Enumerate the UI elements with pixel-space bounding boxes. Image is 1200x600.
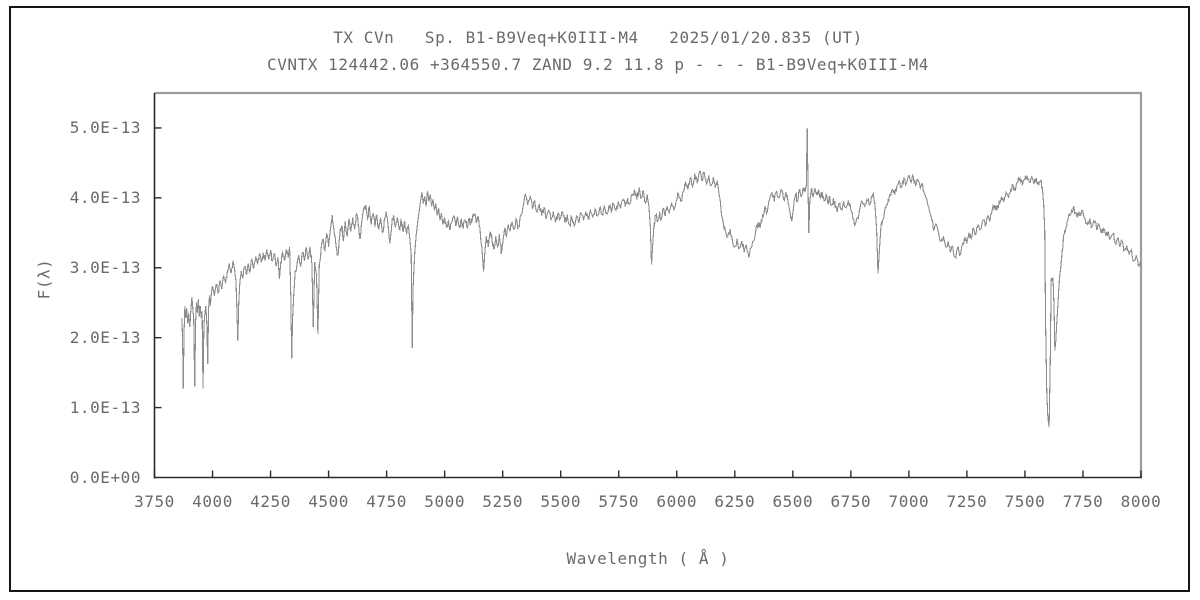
x-tick-label: 8000 [1120, 492, 1162, 511]
x-tick-label: 7750 [1062, 492, 1104, 511]
x-tick-label: 4000 [192, 492, 233, 511]
chart-subtitle: CVNTX 124442.06 +364550.7 ZAND 9.2 11.8 … [267, 55, 929, 74]
y-tick-label: 1.0E-13 [69, 397, 141, 417]
x-tick-label: 6250 [714, 492, 756, 511]
y-tick-label: 2.0E-13 [69, 327, 141, 347]
x-tick-label: 5000 [424, 492, 466, 511]
y-tick-label: 0.0E+00 [69, 467, 141, 487]
x-tick-label: 5500 [540, 492, 582, 511]
x-tick-label: 4500 [308, 492, 349, 511]
y-tick-label: 5.0E-13 [69, 117, 141, 137]
spectrum-line [181, 127, 1142, 428]
chart-title: TX CVn Sp. B1-B9Veq+K0III-M4 2025/01/20.… [333, 28, 863, 47]
x-tick-label: 6500 [772, 492, 814, 511]
x-tick-label: 7000 [888, 492, 930, 511]
y-tick-label: 4.0E-13 [69, 187, 141, 207]
x-tick-label: 6000 [656, 492, 698, 511]
x-tick-label: 6750 [830, 492, 872, 511]
x-tick-label: 4750 [366, 492, 407, 511]
x-tick-label: 7500 [1004, 492, 1046, 511]
x-tick-label: 4250 [250, 492, 291, 511]
x-tick-label: 5750 [598, 492, 640, 511]
x-tick-label: 7250 [946, 492, 988, 511]
y-tick-label: 3.0E-13 [69, 257, 141, 277]
x-axis-title: Wavelength ( Å ) [566, 549, 730, 568]
x-tick-label: 5250 [482, 492, 524, 511]
x-tick-label: 3750 [134, 492, 175, 511]
